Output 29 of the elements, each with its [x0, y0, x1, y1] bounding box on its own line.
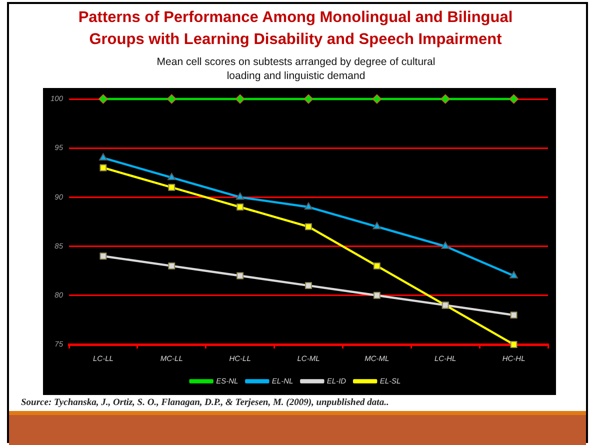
point [98, 94, 108, 104]
point [510, 312, 518, 319]
point [100, 252, 107, 260]
point [373, 292, 380, 299]
point [305, 282, 312, 290]
point [304, 94, 314, 104]
point [440, 94, 450, 104]
point [441, 242, 450, 249]
point [236, 192, 244, 200]
point [509, 94, 518, 104]
point [305, 223, 312, 230]
point [510, 271, 518, 278]
point [304, 202, 313, 210]
point [168, 262, 176, 270]
point [168, 184, 176, 191]
point [236, 272, 244, 280]
point [100, 164, 107, 172]
chart-title: Patterns of Performance Among Monolingual and Bilingual Groups with Learning Disability and Speech Impairment [77, 8, 514, 50]
point [99, 153, 108, 161]
point [372, 94, 382, 104]
point [236, 204, 244, 210]
chart-subtitle: Mean cell scores on subtests arranged by degree of cultural loading and linguistic demand [156, 55, 436, 83]
source-note: Source: Tychanska, J., Ortiz, S. O., Flanagan, D.P., & Terjesen, M. (2009), unpublished data.. [21, 398, 389, 408]
point [235, 94, 245, 104]
point [372, 222, 382, 230]
point [510, 341, 518, 348]
point [373, 262, 380, 270]
point [166, 94, 176, 104]
point [168, 172, 176, 180]
